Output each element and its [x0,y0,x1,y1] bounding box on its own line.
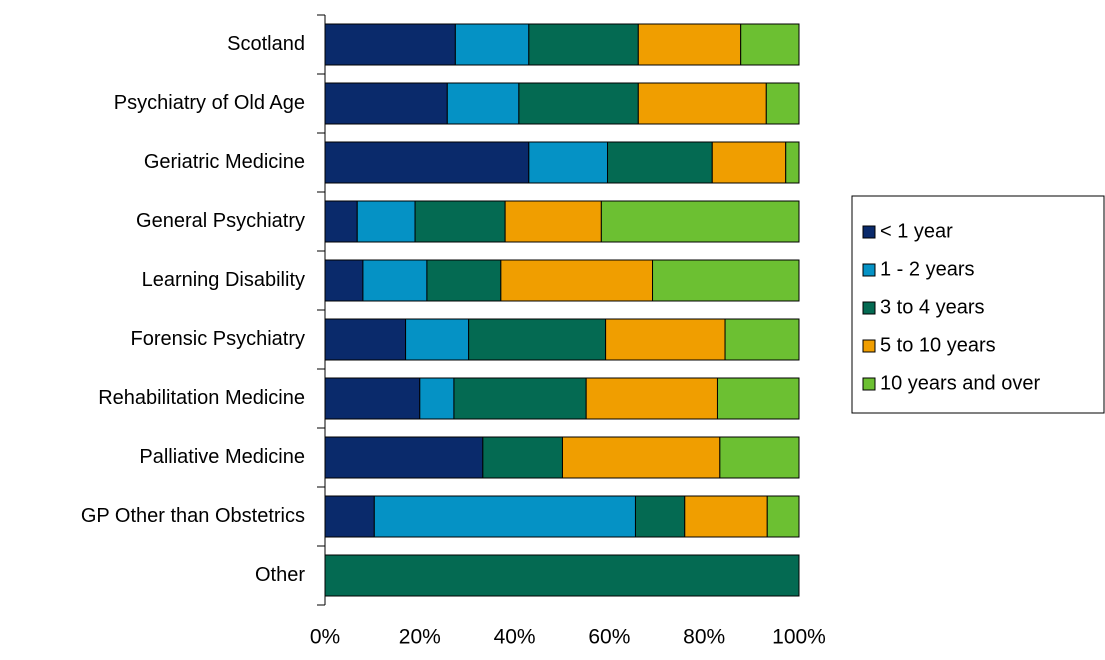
x-tick-label: 20% [399,626,441,649]
bar-segment-7-series-4 [585,377,718,420]
bar-segment-7-series-1 [324,377,421,420]
bar-segment-2-series-1 [324,82,448,125]
legend-label: 3 to 4 years [880,296,985,318]
bar-segment-9-series-3 [634,495,686,538]
bar-segment-1-series-3 [528,23,639,66]
bar-segment-4-series-3 [414,200,506,243]
category-label: Learning Disability [142,269,305,291]
bars-layer [324,23,800,597]
bar-segment-10-series-3 [324,554,800,597]
bar-segment-3-series-4 [711,141,787,184]
bar-segment-2-series-2 [446,82,520,125]
bar-segment-3-series-3 [607,141,713,184]
category-label: GP Other than Obstetrics [81,505,305,527]
bar-segment-4-series-1 [324,200,358,243]
category-label: Rehabilitation Medicine [98,387,305,409]
bar-segment-5-series-3 [426,259,502,302]
x-tick-label: 60% [588,626,630,649]
bar-segment-8-series-3 [482,436,563,479]
legend-label: 5 to 10 years [880,334,996,356]
bar-segment-5-series-2 [362,259,428,302]
bar-segment-9-series-1 [324,495,375,538]
legend-swatch [862,339,876,353]
category-label: Other [255,564,305,586]
bar-segment-1-series-4 [637,23,742,66]
legend-label: 1 - 2 years [880,258,974,280]
legend: < 1 year 1 - 2 years 3 to 4 years 5 to 10 y… [851,195,1105,414]
bar-segment-3-series-5 [785,141,800,184]
bar-segment-5-series-1 [324,259,364,302]
bar-segment-6-series-1 [324,318,407,361]
legend-label: < 1 year [880,220,953,242]
bar-segment-8-series-4 [561,436,721,479]
category-label: Scotland [227,33,305,55]
bar-segment-1-series-5 [740,23,800,66]
category-label: Psychiatry of Old Age [114,92,305,114]
bar-segment-9-series-5 [766,495,800,538]
legend-swatch [862,301,876,315]
bar-segment-6-series-3 [468,318,607,361]
bar-segment-7-series-2 [419,377,455,420]
bar-segment-6-series-2 [405,318,470,361]
x-tick-label: 100% [772,626,826,649]
bar-segment-6-series-4 [605,318,726,361]
bar-segment-5-series-4 [500,259,654,302]
bar-segment-8-series-1 [324,436,484,479]
bar-segment-4-series-5 [600,200,800,243]
bar-segment-7-series-5 [716,377,800,420]
bar-segment-1-series-1 [324,23,456,66]
legend-swatch [862,377,876,391]
category-label: Palliative Medicine [139,446,305,468]
x-tick-label: 80% [683,626,725,649]
legend-swatch [862,263,876,277]
category-label: Forensic Psychiatry [131,328,306,350]
x-tick-label: 40% [494,626,536,649]
x-tick-label: 0% [310,626,340,649]
bar-segment-4-series-4 [504,200,602,243]
bar-segment-5-series-5 [652,259,800,302]
bar-segment-9-series-2 [373,495,636,538]
bar-segment-2-series-5 [765,82,800,125]
legend-box [851,195,1105,414]
category-label: General Psychiatry [136,210,305,232]
labels-layer: Scotland Psychiatry of Old Age Geriatric M… [81,33,826,649]
legend-label: 10 years and over [880,372,1040,394]
bar-segment-4-series-2 [356,200,416,243]
bar-segment-2-series-3 [518,82,639,125]
axis-layer [317,14,326,606]
bar-segment-3-series-1 [324,141,530,184]
bar-segment-6-series-5 [724,318,800,361]
bar-segment-3-series-2 [528,141,609,184]
bar-segment-1-series-2 [454,23,530,66]
category-label: Geriatric Medicine [144,151,305,173]
bar-segment-8-series-5 [719,436,800,479]
bar-segment-7-series-3 [453,377,587,420]
bar-segment-9-series-4 [684,495,768,538]
bar-segment-2-series-4 [637,82,767,125]
legend-swatch [862,225,876,239]
